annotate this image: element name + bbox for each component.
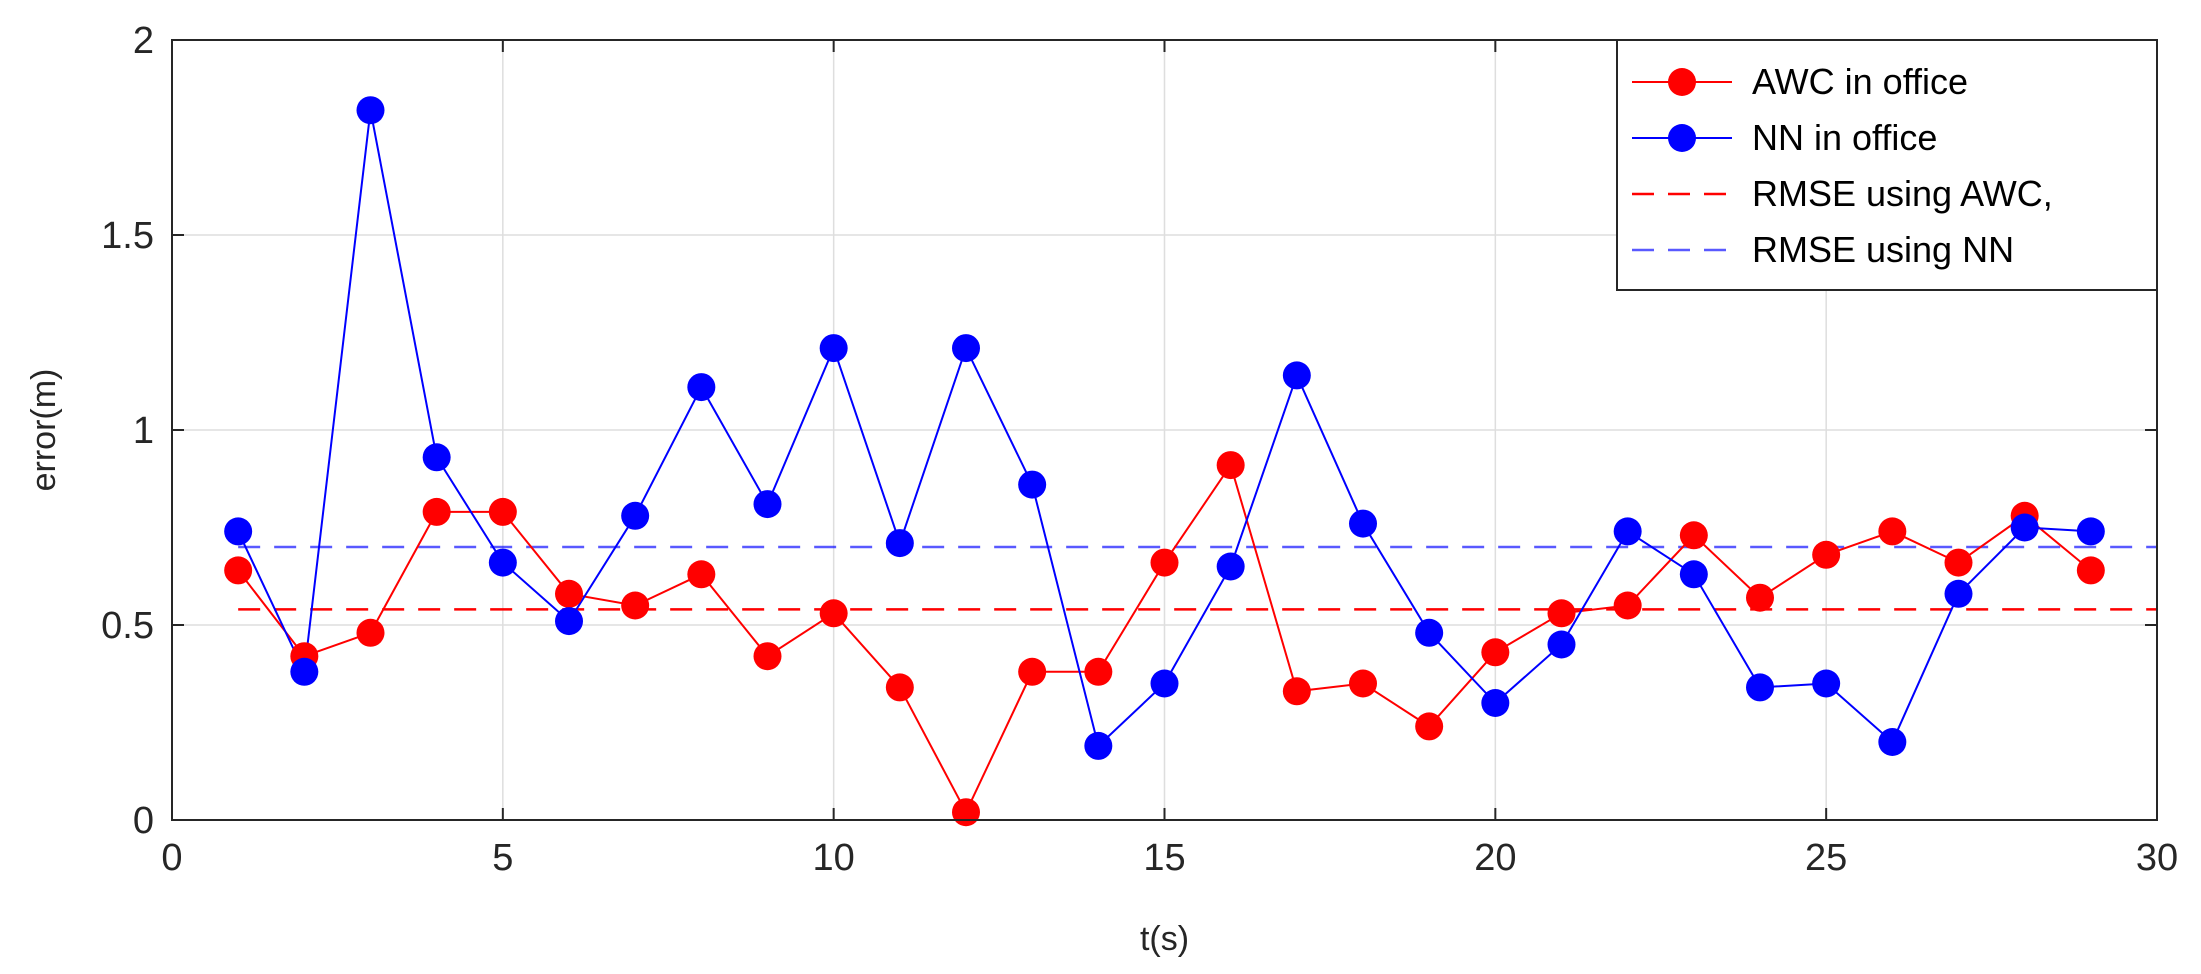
data-point-0 bbox=[753, 642, 782, 671]
data-point-0 bbox=[356, 618, 385, 647]
data-point-1 bbox=[1282, 361, 1311, 390]
data-point-0 bbox=[885, 673, 914, 702]
data-point-0 bbox=[1084, 657, 1113, 686]
data-point-0 bbox=[1481, 638, 1510, 667]
data-point-1 bbox=[290, 657, 319, 686]
x-tick-label: 20 bbox=[1474, 837, 1516, 879]
data-point-1 bbox=[952, 334, 980, 363]
x-axis-label: t(s) bbox=[1140, 920, 1189, 958]
y-axis-label: error(m) bbox=[25, 369, 63, 492]
data-point-1 bbox=[753, 490, 782, 519]
data-point-1 bbox=[1084, 731, 1113, 760]
data-point-1 bbox=[224, 517, 253, 546]
data-point-1 bbox=[2010, 513, 2039, 542]
data-point-1 bbox=[819, 334, 848, 363]
legend-marker-0 bbox=[1668, 68, 1696, 96]
data-point-0 bbox=[1547, 599, 1576, 628]
data-point-0 bbox=[224, 556, 253, 585]
y-tick-label: 2 bbox=[133, 20, 154, 62]
x-tick-label: 15 bbox=[1143, 837, 1185, 879]
data-point-0 bbox=[1746, 583, 1774, 612]
data-point-1 bbox=[1150, 669, 1179, 698]
data-point-0 bbox=[555, 579, 583, 608]
y-tick-label: 0 bbox=[133, 800, 154, 842]
data-point-0 bbox=[1349, 669, 1377, 698]
data-point-0 bbox=[1878, 517, 1907, 546]
y-tick-label: 0.5 bbox=[101, 605, 154, 647]
y-tick-label: 1.5 bbox=[101, 215, 154, 257]
y-tick-label: 1 bbox=[133, 410, 154, 452]
data-point-0 bbox=[952, 798, 980, 827]
data-point-0 bbox=[1018, 657, 1047, 686]
data-point-1 bbox=[621, 501, 650, 530]
data-point-1 bbox=[422, 443, 451, 472]
legend: AWC in office NN in office RMSE using AWC,… bbox=[1616, 39, 2158, 291]
data-point-1 bbox=[356, 96, 385, 125]
data-point-0 bbox=[687, 560, 716, 589]
legend-marker-1 bbox=[1668, 124, 1696, 152]
data-point-1 bbox=[687, 373, 716, 402]
data-point-0 bbox=[1282, 677, 1311, 706]
data-point-1 bbox=[1812, 669, 1841, 698]
data-point-1 bbox=[1878, 728, 1907, 756]
data-point-0 bbox=[1944, 548, 1973, 577]
data-point-1 bbox=[1746, 673, 1774, 702]
data-point-1 bbox=[1018, 470, 1047, 499]
data-point-1 bbox=[1481, 689, 1510, 717]
data-point-0 bbox=[621, 591, 650, 620]
data-point-0 bbox=[1216, 451, 1245, 480]
y-ticks: 0 0.5 1 1.5 2 bbox=[101, 20, 2157, 842]
legend-label-1: NN in office bbox=[1752, 117, 1937, 158]
data-point-0 bbox=[488, 497, 517, 526]
data-point-1 bbox=[885, 529, 914, 558]
data-point-1 bbox=[1415, 618, 1444, 647]
data-point-1 bbox=[1944, 579, 1973, 608]
data-point-1 bbox=[1679, 560, 1708, 589]
legend-label-0: AWC in office bbox=[1752, 61, 1968, 102]
data-point-0 bbox=[2076, 556, 2105, 585]
markers bbox=[224, 96, 2105, 827]
data-point-0 bbox=[819, 599, 848, 628]
data-point-0 bbox=[1679, 521, 1708, 550]
legend-label-2: RMSE using AWC, bbox=[1752, 173, 2053, 214]
data-point-1 bbox=[2076, 517, 2105, 546]
data-point-1 bbox=[1349, 509, 1377, 538]
legend-label-3: RMSE using NN bbox=[1752, 229, 2014, 270]
data-point-0 bbox=[1415, 712, 1444, 741]
x-tick-label: 0 bbox=[161, 837, 182, 879]
data-point-1 bbox=[1613, 517, 1642, 546]
data-point-1 bbox=[555, 607, 583, 636]
data-point-0 bbox=[422, 497, 451, 526]
x-tick-label: 30 bbox=[2136, 837, 2178, 879]
x-ticks: 0 5 10 15 20 25 30 bbox=[161, 40, 2178, 879]
data-point-1 bbox=[1547, 630, 1576, 659]
data-point-1 bbox=[1216, 552, 1245, 581]
data-point-0 bbox=[1812, 540, 1841, 569]
x-tick-label: 25 bbox=[1805, 837, 1847, 879]
data-point-0 bbox=[1613, 591, 1642, 620]
data-point-1 bbox=[488, 548, 517, 577]
x-tick-label: 10 bbox=[813, 837, 855, 879]
x-tick-label: 5 bbox=[492, 837, 513, 879]
data-point-0 bbox=[1150, 548, 1179, 577]
